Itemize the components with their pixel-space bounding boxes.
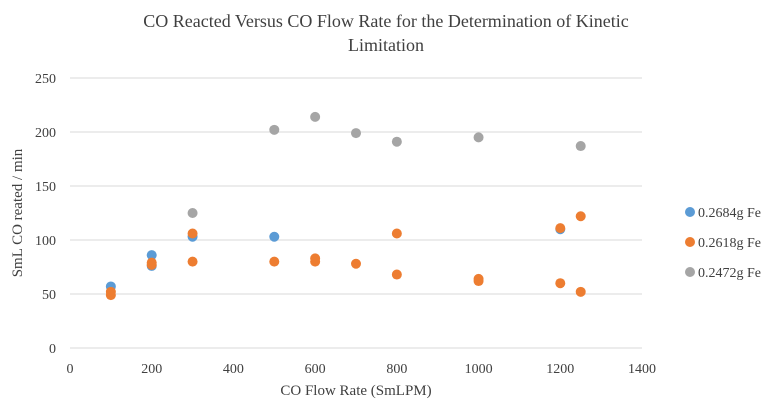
data-point-series-1 (269, 231, 280, 242)
legend-label-series-2: 0.2618g Fe (698, 236, 761, 251)
data-point-series-3 (310, 111, 321, 122)
data-point-series-2 (310, 253, 321, 264)
x-tick-label: 0 (67, 362, 74, 377)
data-point-series-3 (473, 132, 484, 143)
y-tick-label: 100 (35, 234, 56, 249)
data-point-series-2 (555, 278, 566, 289)
data-point-series-2 (351, 258, 361, 269)
legend-label-series-3: 0.2472g Fe (698, 266, 761, 281)
data-point-series-3 (391, 136, 402, 147)
legend-marker-series-1 (685, 207, 695, 217)
data-point-series-2 (187, 256, 198, 267)
data-point-series-2 (391, 228, 402, 239)
legend-marker-series-2 (685, 237, 695, 247)
data-point-series-2 (555, 223, 566, 234)
data-point-series-2 (146, 257, 157, 268)
y-axis-label: SmL CO reated / min (10, 148, 26, 277)
x-tick-label: 600 (305, 362, 326, 377)
y-axis-ticks: 0 50 100 150 200 250 (35, 72, 56, 357)
chart-title-line-1: CO Reacted Versus CO Flow Rate for the D… (143, 11, 629, 31)
legend: 0.2684g Fe 0.2618g Fe 0.2472g Fe (685, 206, 761, 281)
data-point-series-1 (146, 250, 157, 261)
data-point-series-2 (575, 211, 586, 222)
x-tick-label: 1200 (546, 362, 574, 377)
x-axis-ticks: 0 200 400 600 800 1000 1200 1400 (67, 362, 657, 377)
y-tick-label: 200 (35, 126, 56, 141)
chart-title: CO Reacted Versus CO Flow Rate for the D… (143, 11, 629, 55)
y-tick-label: 0 (49, 342, 56, 357)
x-tick-label: 1400 (628, 362, 656, 377)
data-point-series-2 (105, 286, 116, 297)
x-axis-label: CO Flow Rate (SmLPM) (280, 383, 431, 399)
y-tick-label: 150 (35, 180, 56, 195)
y-tick-label: 50 (42, 288, 56, 303)
data-point-series-2 (391, 269, 402, 280)
gridlines (70, 77, 642, 295)
data-points (105, 111, 586, 301)
data-point-series-3 (351, 128, 361, 139)
data-point-series-2 (473, 273, 484, 284)
data-point-series-2 (187, 228, 198, 239)
x-tick-label: 800 (386, 362, 407, 377)
data-point-series-2 (269, 256, 280, 267)
data-point-series-3 (575, 141, 586, 152)
legend-marker-series-3 (685, 267, 695, 277)
data-point-series-3 (187, 208, 198, 218)
x-tick-label: 1000 (465, 362, 493, 377)
x-tick-label: 200 (141, 362, 162, 377)
chart-title-line-2: Limitation (348, 35, 424, 55)
y-tick-label: 250 (35, 72, 56, 87)
data-point-series-3 (269, 124, 280, 135)
data-point-series-2 (575, 286, 586, 297)
legend-label-series-1: 0.2684g Fe (698, 206, 761, 221)
x-tick-label: 400 (223, 362, 244, 377)
